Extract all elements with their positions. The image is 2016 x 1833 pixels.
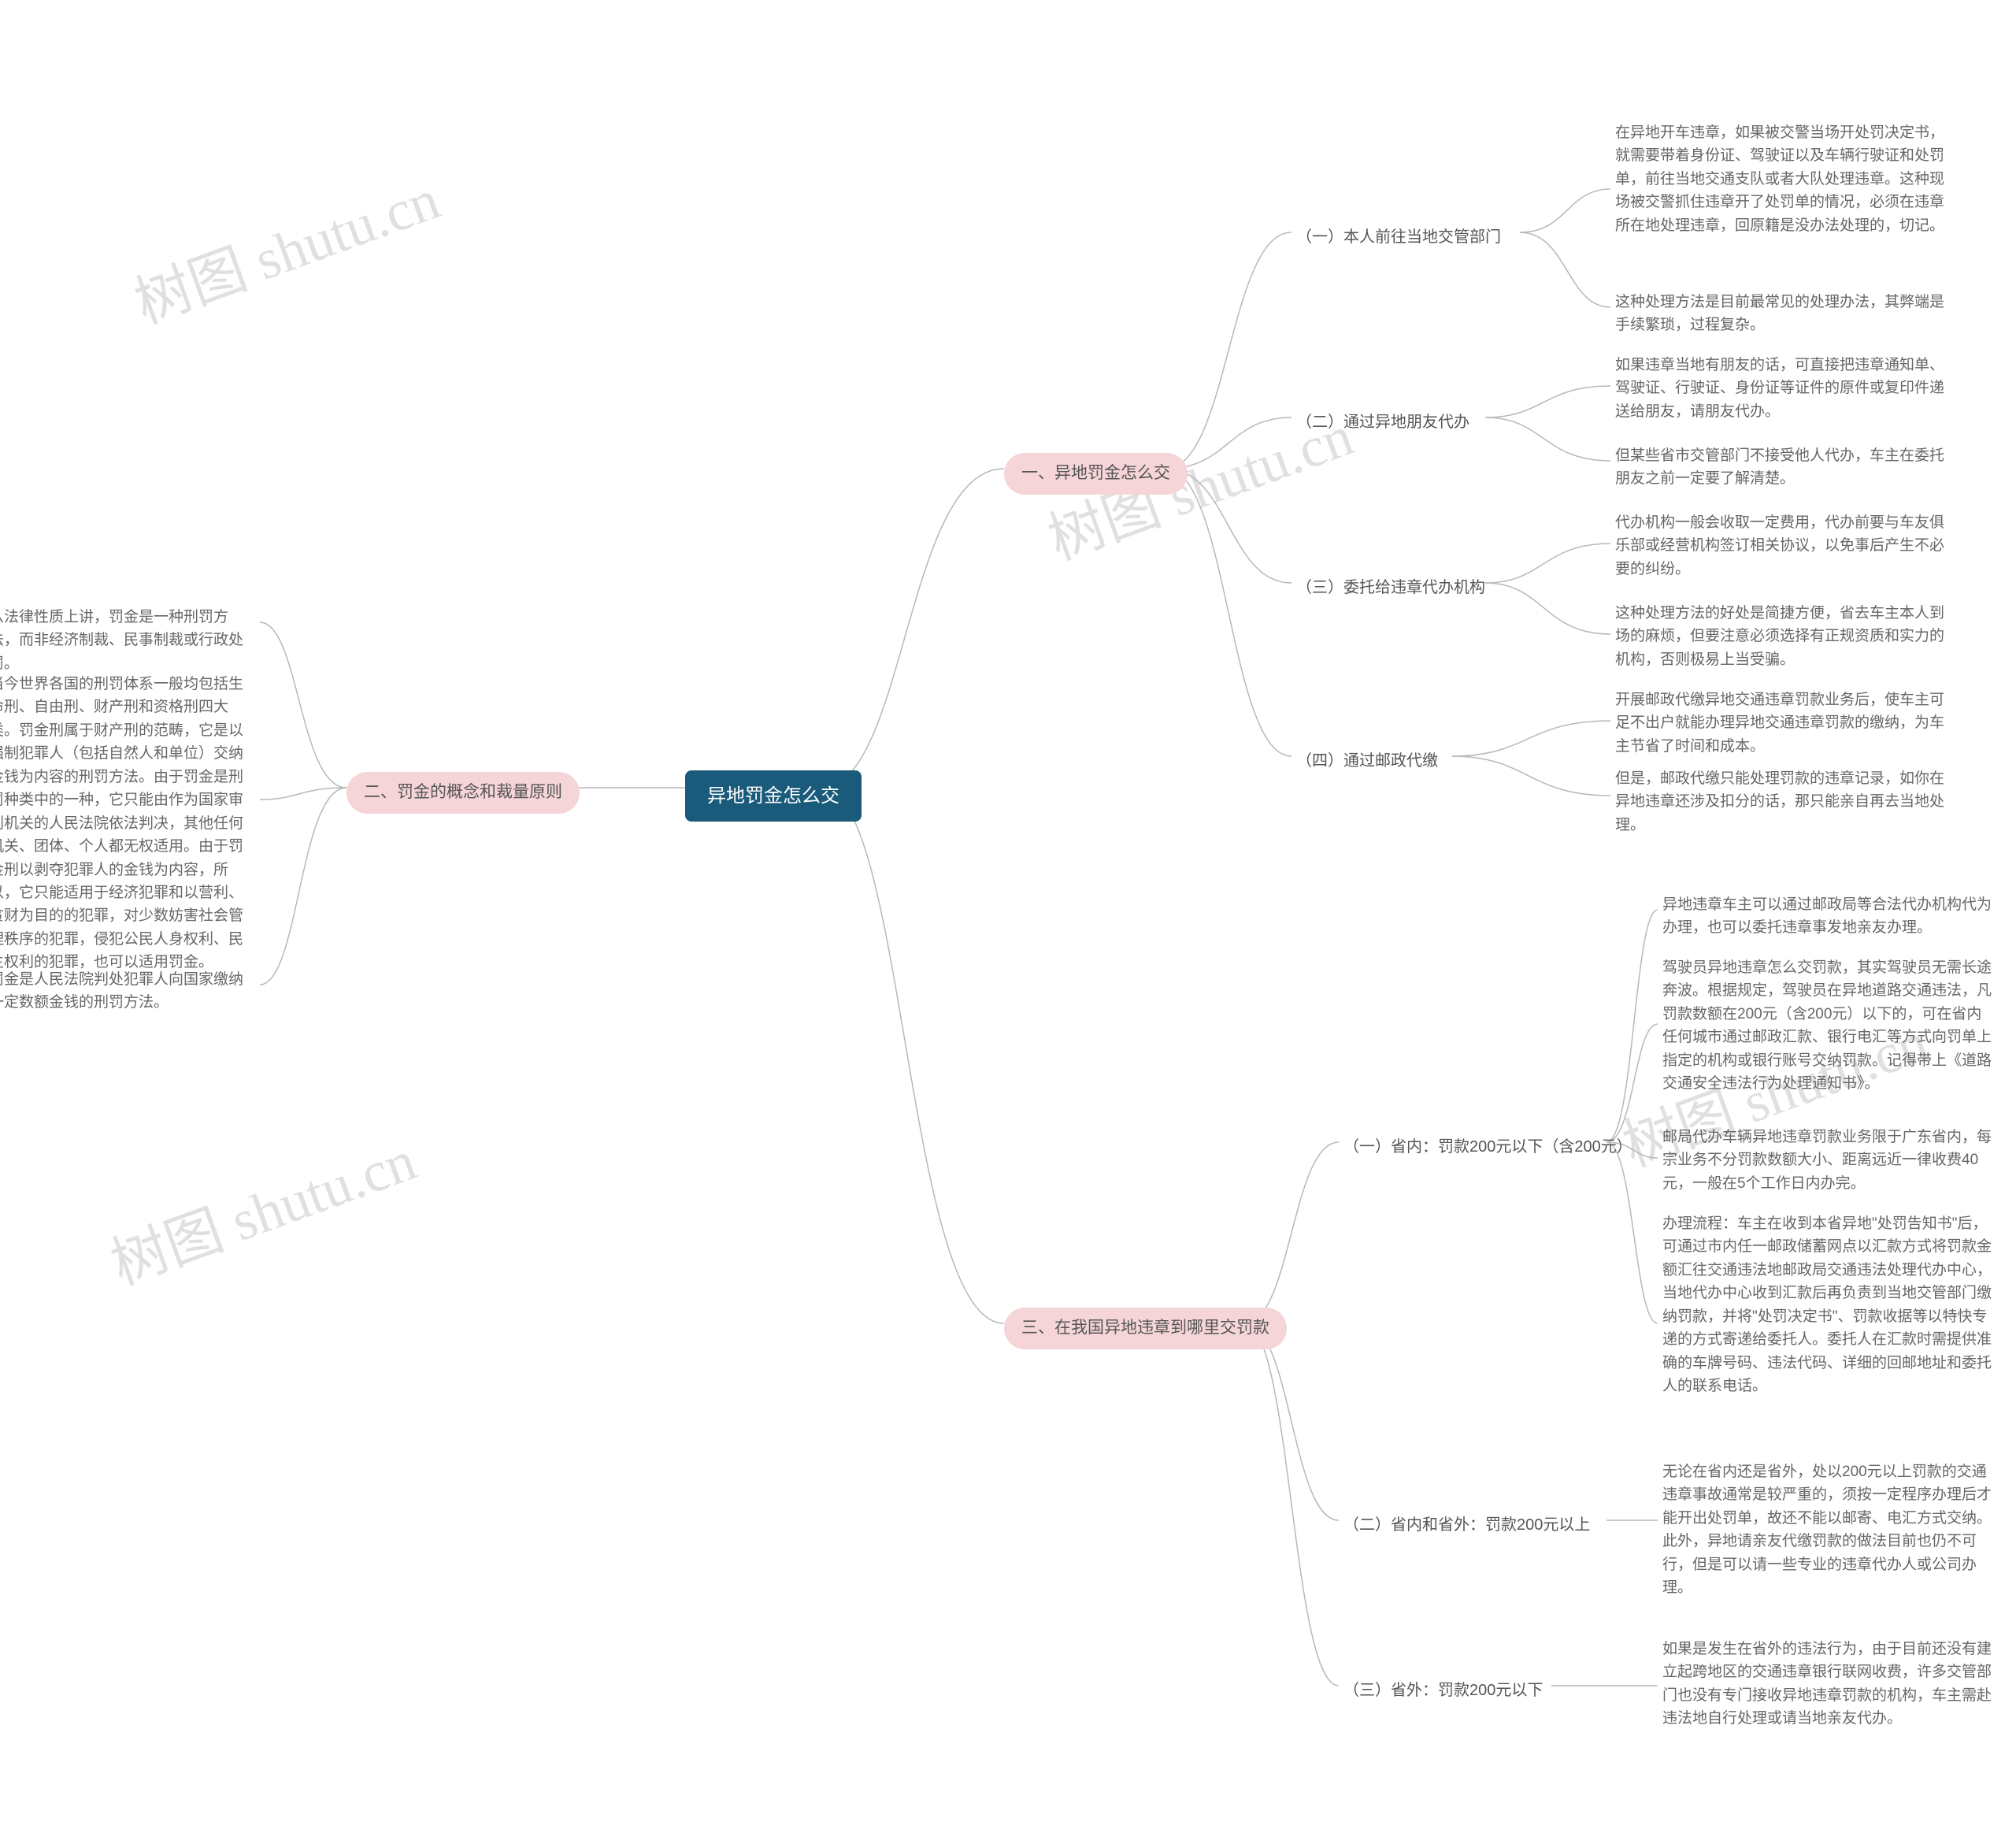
s3-c1-l4: 办理流程：车主在收到本省异地"处罚告知书"后，可通过市内任一邮政储蓄网点以汇款方…: [1658, 1209, 1996, 1401]
watermark: 树图 shutu.cn: [121, 153, 449, 340]
section-3: 三、在我国异地违章到哪里交罚款: [1004, 1308, 1287, 1349]
s1-c4: （四）通过邮政代缴: [1292, 746, 1443, 777]
s3-c1-l1: 异地违章车主可以通过邮政局等合法代办机构代为办理，也可以委托违章事发地亲友办理。: [1658, 890, 1996, 943]
s3-c1-l3: 邮局代办车辆异地违章罚款业务限于广东省内，每宗业务不分罚款数额大小、距离远近一律…: [1658, 1122, 1996, 1198]
s1-c1-l1: 在异地开车违章，如果被交警当场开处罚决定书，就需要带着身份证、驾驶证以及车辆行驶…: [1610, 118, 1949, 240]
root-node: 异地罚金怎么交: [685, 770, 862, 822]
s1-c3-l1: 代办机构一般会收取一定费用，代办前要与车友俱乐部或经营机构签订相关协议，以免事后…: [1610, 508, 1949, 584]
s1-c1: （一）本人前往当地交管部门: [1292, 222, 1506, 253]
watermark: 树图 shutu.cn: [98, 1114, 425, 1301]
section-1: 一、异地罚金怎么交: [1004, 453, 1188, 495]
s1-c3: （三）委托给违章代办机构: [1292, 573, 1490, 603]
s1-c3-l2: 这种处理方法的好处是简捷方便，省去车主本人到场的麻烦，但要注意必须选择有正规资质…: [1610, 599, 1949, 674]
s1-c2-l2: 但某些省市交管部门不接受他人代办，车主在委托朋友之前一定要了解清楚。: [1610, 441, 1949, 494]
s1-c4-l1: 开展邮政代缴异地交通违章罚款业务后，使车主可足不出户就能办理异地交通违章罚款的缴…: [1610, 685, 1949, 761]
s2-l3: 罚金是人民法院判处犯罪人向国家缴纳一定数额金钱的刑罚方法。: [0, 965, 260, 1018]
s2-l2: 当今世界各国的刑罚体系一般均包括生命刑、自由刑、财产刑和资格刑四大类。罚金刑属于…: [0, 670, 260, 978]
s1-c2-l1: 如果违章当地有朋友的话，可直接把违章通知单、驾驶证、行驶证、身份证等证件的原件或…: [1610, 351, 1949, 426]
s1-c4-l2: 但是，邮政代缴只能处理罚款的违章记录，如你在异地违章还涉及扣分的话，那只能亲自再…: [1610, 764, 1949, 840]
s1-c1-l2: 这种处理方法是目前最常见的处理办法，其弊端是手续繁琐，过程复杂。: [1610, 288, 1949, 340]
s1-c2: （二）通过异地朋友代办: [1292, 407, 1474, 438]
s2-l1: 从法律性质上讲，罚金是一种刑罚方法，而非经济制裁、民事制裁或行政处罚。: [0, 603, 260, 678]
section-2: 二、罚金的概念和裁量原则: [346, 772, 580, 814]
s3-c2: （二）省内和省外：罚款200元以上: [1339, 1510, 1595, 1541]
s3-c2-l1: 无论在省内还是省外，处以200元以上罚款的交通违章事故通常是较严重的，须按一定程…: [1658, 1457, 1996, 1603]
s3-c3: （三）省外：罚款200元以下: [1339, 1675, 1547, 1706]
s3-c3-l1: 如果是发生在省外的违法行为，由于目前还没有建立起跨地区的交通违章银行联网收费，许…: [1658, 1634, 1996, 1734]
s3-c1-l2: 驾驶员异地违章怎么交罚款，其实驾驶员无需长途奔波。根据规定，驾驶员在异地道路交通…: [1658, 953, 1996, 1099]
s3-c1: （一）省内：罚款200元以下（含200元）: [1339, 1132, 1637, 1163]
